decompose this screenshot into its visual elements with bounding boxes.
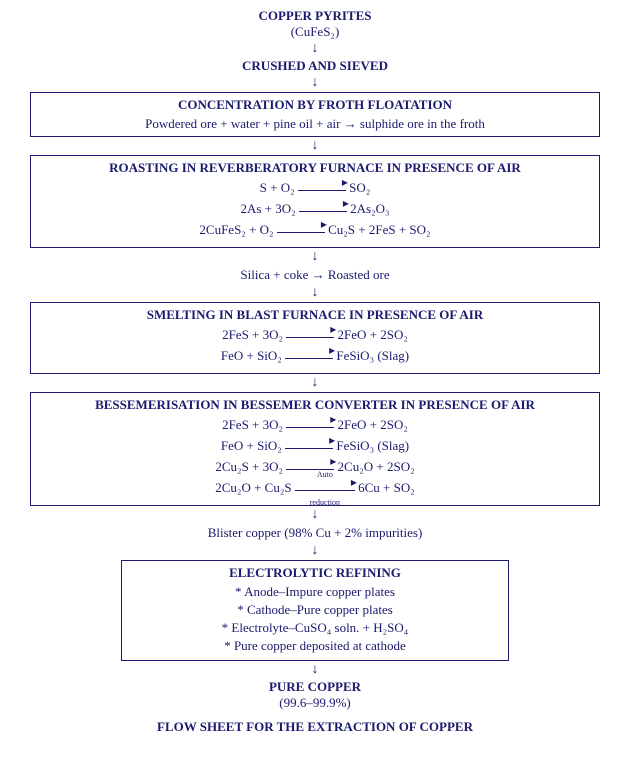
eq-lhs: S + O₂ — [260, 180, 295, 195]
arrow-down: ↓ — [30, 376, 600, 390]
equation-roasting-1: S + O₂ ▸ SO₂ — [37, 180, 593, 197]
reaction-arrow: ▸ — [285, 349, 333, 365]
caption-flowsheet: FLOW SHEET FOR THE EXTRACTION OF COPPER — [30, 719, 600, 735]
eq-rhs: 6Cu + SO₂ — [358, 480, 415, 495]
eq-lhs: 2FeS + 3O₂ — [222, 417, 283, 432]
formula-cufes2: (CuFeS₂) — [30, 24, 600, 40]
eq-rhs: 2FeO + 2SO₂ — [338, 327, 408, 342]
refining-line-4: * Pure copper deposited at cathode — [128, 638, 502, 654]
equation-smelting-1: 2FeS + 3O₂ ▸ 2FeO + 2SO₂ — [37, 327, 593, 344]
eq-lhs: 2Cu₂O + Cu₂S — [215, 480, 291, 495]
eq-lhs: 2Cu₂S + 3O₂ — [215, 459, 283, 474]
final-pure-copper: PURE COPPER — [30, 679, 600, 695]
eq-lhs: 2FeS + 3O₂ — [222, 327, 283, 342]
reaction-arrow: ▸ — [298, 181, 346, 197]
refining-line-1: * Anode–Impure copper plates — [128, 584, 502, 600]
box-refining: ELECTROLYTIC REFINING * Anode–Impure cop… — [121, 560, 509, 661]
arrow-label-below: reduction — [295, 498, 355, 507]
eq-rhs: 2FeO + 2SO₂ — [338, 417, 408, 432]
eq-lhs: FeO + SiO₂ — [221, 438, 282, 453]
eq-lhs: 2CuFeS₂ + O₂ — [199, 222, 273, 237]
eq-rhs: 2As₂O₃ — [350, 201, 389, 216]
reaction-arrow: ▸ — [277, 223, 325, 239]
equation-bessemer-2: FeO + SiO₂ ▸ FeSiO₃ (Slag) — [37, 438, 593, 455]
box-roasting: ROASTING IN REVERBERATORY FURNACE IN PRE… — [30, 155, 600, 248]
eq-rhs: FeSiO₃ (Slag) — [336, 438, 409, 453]
title-copper-pyrites: COPPER PYRITES — [30, 8, 600, 24]
arrow-down: ↓ — [30, 250, 600, 264]
equation-roasting-3: 2CuFeS₂ + O₂ ▸ Cu₂S + 2FeS + SO₂ — [37, 222, 593, 239]
box-concentration: CONCENTRATION BY FROTH FLOATATION Powder… — [30, 92, 600, 137]
eq-rhs: SO₂ — [349, 180, 370, 195]
heading-smelting: SMELTING IN BLAST FURNACE IN PRESENCE OF… — [37, 307, 593, 323]
heading-roasting: ROASTING IN REVERBERATORY FURNACE IN PRE… — [37, 160, 593, 176]
heading-bessemer: BESSEMERISATION IN BESSEMER CONVERTER IN… — [37, 397, 593, 413]
arrow-down: ↓ — [30, 544, 600, 558]
equation-bessemer-1: 2FeS + 3O₂ ▸ 2FeO + 2SO₂ — [37, 417, 593, 434]
arrow-down: ↓ — [30, 286, 600, 300]
box-smelting: SMELTING IN BLAST FURNACE IN PRESENCE OF… — [30, 302, 600, 374]
refining-line-3: * Electrolyte–CuSO₄ soln. + H₂SO₄ — [128, 620, 502, 636]
equation-smelting-2: FeO + SiO₂ ▸ FeSiO₃ (Slag) — [37, 348, 593, 365]
intermediate-silica-coke: Silica + coke → Roasted ore — [30, 267, 600, 283]
step-crushed: CRUSHED AND SIEVED — [30, 58, 600, 74]
eq-rhs: FeSiO₃ (Slag) — [336, 348, 409, 363]
reaction-arrow: ▸ — [285, 439, 333, 455]
arrow-down: ↓ — [30, 508, 600, 522]
arrow-down: ↓ — [30, 76, 600, 90]
reaction-arrow: ▸ — [286, 418, 334, 434]
box-bessemer: BESSEMERISATION IN BESSEMER CONVERTER IN… — [30, 392, 600, 506]
arrow-down: ↓ — [30, 139, 600, 153]
eq-lhs: FeO + SiO₂ — [221, 348, 282, 363]
arrow-down: ↓ — [30, 42, 600, 56]
final-purity: (99.6–99.9%) — [30, 695, 600, 711]
reaction-arrow: ▸ — [299, 202, 347, 218]
refining-line-2: * Cathode–Pure copper plates — [128, 602, 502, 618]
reaction-arrow: ▸ — [286, 328, 334, 344]
eq-lhs: 2As + 3O₂ — [240, 201, 295, 216]
arrow-down: ↓ — [30, 663, 600, 677]
heading-concentration: CONCENTRATION BY FROTH FLOATATION — [37, 97, 593, 113]
eq-rhs: Cu₂S + 2FeS + SO₂ — [328, 222, 430, 237]
desc-concentration: Powdered ore + water + pine oil + air → … — [37, 116, 593, 132]
intermediate-blister: Blister copper (98% Cu + 2% impurities) — [30, 525, 600, 541]
equation-roasting-2: 2As + 3O₂ ▸ 2As₂O₃ — [37, 201, 593, 218]
equation-bessemer-4: 2Cu₂O + Cu₂S Auto ▸ reduction 6Cu + SO₂ — [37, 480, 593, 497]
heading-refining: ELECTROLYTIC REFINING — [128, 565, 502, 581]
reaction-arrow-auto: Auto ▸ reduction — [295, 481, 355, 497]
arrow-label-above: Auto — [295, 470, 355, 479]
